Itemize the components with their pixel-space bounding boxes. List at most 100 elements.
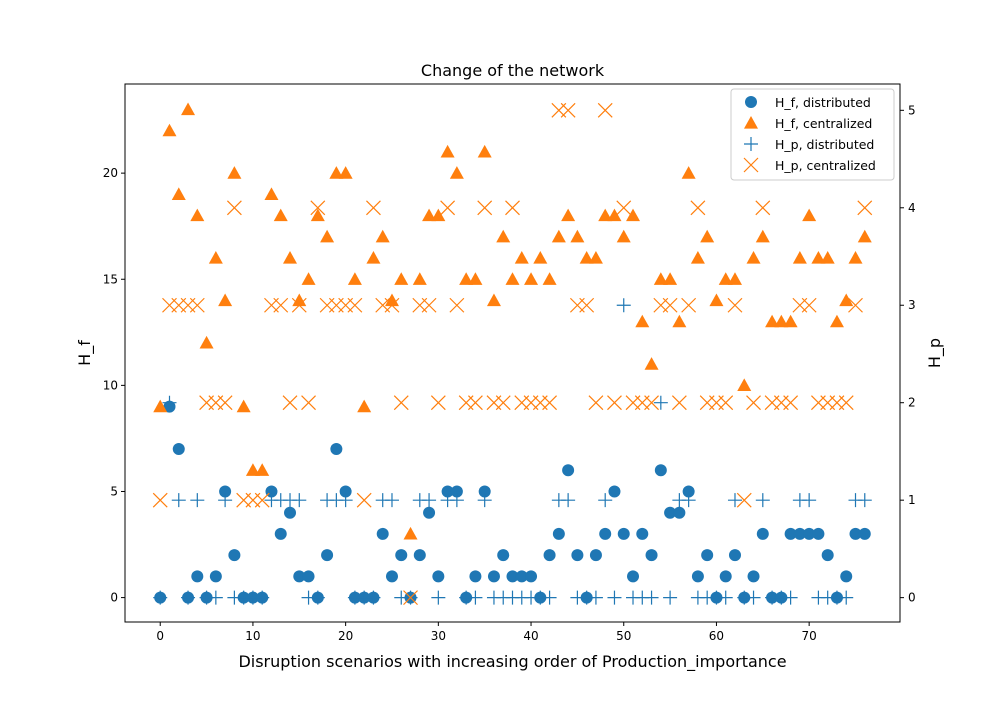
data-point: [857, 229, 872, 243]
data-point: [718, 590, 733, 605]
data-point: [208, 590, 223, 605]
data-point: [636, 527, 649, 540]
data-point: [284, 506, 297, 519]
data-point: [189, 297, 205, 313]
data-point: [626, 208, 641, 222]
data-point: [663, 590, 678, 605]
data-point: [486, 293, 501, 307]
data-point: [515, 570, 528, 583]
data-point: [820, 251, 835, 264]
data-point: [245, 463, 260, 476]
data-point: [459, 272, 474, 285]
data-point: [273, 208, 288, 222]
plot-frame: [124, 83, 901, 623]
data-point: [589, 549, 602, 562]
data-point: [432, 570, 445, 583]
data-point: [848, 251, 863, 264]
legend-entry: H_f, distributed: [775, 95, 871, 110]
data-point: [533, 251, 548, 264]
y-right-tick-label: 1: [908, 493, 916, 507]
data-point: [292, 293, 307, 307]
data-point: [588, 590, 603, 605]
data-point: [690, 200, 706, 216]
data-point: [663, 272, 678, 285]
data-point: [431, 590, 446, 605]
data-point: [274, 527, 287, 540]
data-point: [153, 590, 168, 605]
data-point: [191, 570, 204, 583]
data-point: [403, 526, 418, 540]
data-point: [755, 200, 771, 216]
data-point: [291, 297, 307, 313]
data-point: [653, 272, 668, 285]
data-point: [366, 590, 381, 605]
data-point: [449, 166, 464, 179]
data-point: [228, 549, 241, 562]
data-point: [469, 570, 482, 583]
data-point: [496, 229, 511, 243]
data-point: [571, 549, 584, 562]
y-right-tick-label: 4: [908, 201, 916, 215]
x-tick-label: 0: [156, 629, 164, 643]
data-point: [310, 200, 326, 216]
data-point: [858, 527, 871, 540]
data-point: [477, 144, 492, 158]
data-point: [644, 395, 659, 411]
data-point: [423, 506, 436, 519]
data-point: [255, 463, 270, 476]
data-point: [746, 590, 761, 605]
data-point: [524, 272, 539, 285]
legend-box: [730, 88, 895, 181]
data-point: [755, 229, 770, 243]
series-x: [152, 102, 873, 606]
data-point: [219, 485, 232, 498]
data-point: [505, 200, 520, 216]
data-point: [477, 200, 493, 216]
data-point: [421, 297, 437, 313]
data-point: [727, 493, 742, 508]
data-point: [579, 251, 594, 264]
data-point: [701, 549, 714, 562]
data-point: [802, 493, 817, 508]
data-point: [682, 485, 695, 498]
data-point: [413, 549, 426, 562]
data-point: [440, 144, 455, 158]
data-point: [282, 395, 298, 411]
data-point: [450, 485, 463, 498]
data-point: [617, 527, 630, 540]
data-point: [208, 251, 223, 264]
data-point: [607, 395, 622, 411]
data-point: [338, 166, 353, 179]
data-point: [422, 493, 437, 508]
data-point: [385, 570, 398, 583]
data-point: [597, 102, 613, 118]
data-point: [700, 229, 715, 243]
legend-marker: [744, 116, 758, 129]
x-tick-label: 30: [431, 629, 446, 643]
data-point: [384, 297, 400, 313]
data-point: [357, 399, 372, 413]
data-point: [561, 493, 576, 508]
data-point: [497, 549, 510, 562]
data-point: [339, 485, 352, 498]
data-point: [616, 200, 632, 216]
x-tick-label: 10: [245, 629, 260, 643]
data-point: [746, 251, 761, 264]
data-point: [264, 187, 279, 200]
data-point: [616, 229, 631, 243]
legend-entry: H_p, distributed: [775, 137, 874, 152]
x-tick-label: 50: [616, 629, 631, 643]
data-point: [562, 464, 575, 477]
data-point: [812, 527, 825, 540]
series-circle: [154, 400, 871, 604]
data-point: [598, 208, 613, 222]
data-point: [254, 492, 270, 508]
data-point: [310, 208, 325, 222]
legend-marker: [745, 96, 757, 108]
data-point: [542, 395, 558, 411]
data-point: [329, 166, 344, 179]
data-point: [384, 293, 399, 307]
data-point: [608, 485, 621, 498]
data-point: [801, 297, 817, 313]
data-point: [746, 395, 761, 411]
